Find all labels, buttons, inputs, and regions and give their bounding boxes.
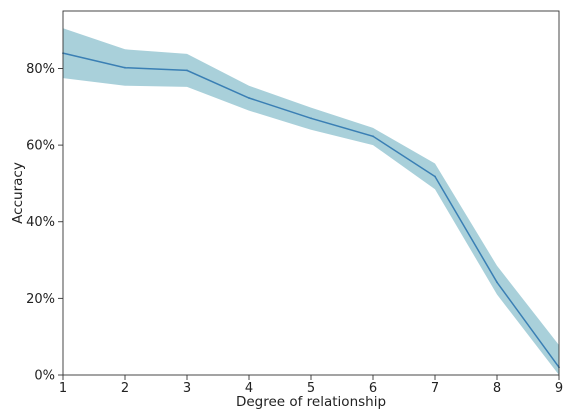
y-tick-label: 80% (26, 62, 55, 77)
confidence-band (63, 28, 559, 375)
y-tick-label: 0% (34, 369, 55, 384)
x-axis: 1 2 3 4 5 6 7 8 9 (59, 375, 563, 396)
y-axis: 0% 20% 40% 60% 80% (26, 62, 63, 384)
y-tick-label: 60% (26, 139, 55, 154)
x-tick-label: 4 (245, 381, 253, 396)
x-tick-label: 1 (59, 381, 67, 396)
x-tick-label: 5 (307, 381, 315, 396)
x-tick-label: 6 (369, 381, 377, 396)
series-line (62, 52, 560, 368)
x-tick-label: 8 (493, 381, 501, 396)
x-axis-label: Degree of relationship (236, 394, 386, 409)
data-point (434, 175, 436, 178)
data-point (124, 66, 126, 69)
data-point (372, 135, 374, 138)
data-point (310, 117, 312, 120)
y-axis-label: Accuracy (10, 162, 26, 224)
x-tick-label: 2 (121, 381, 129, 396)
x-tick-label: 7 (431, 381, 439, 396)
x-tick-label: 3 (183, 381, 191, 396)
plot-area (62, 28, 560, 375)
y-tick-label: 20% (26, 292, 55, 307)
data-point (186, 69, 188, 72)
data-point (496, 281, 498, 284)
data-point (248, 97, 250, 99)
y-tick-label: 40% (26, 215, 55, 230)
x-tick-label: 9 (555, 381, 563, 396)
